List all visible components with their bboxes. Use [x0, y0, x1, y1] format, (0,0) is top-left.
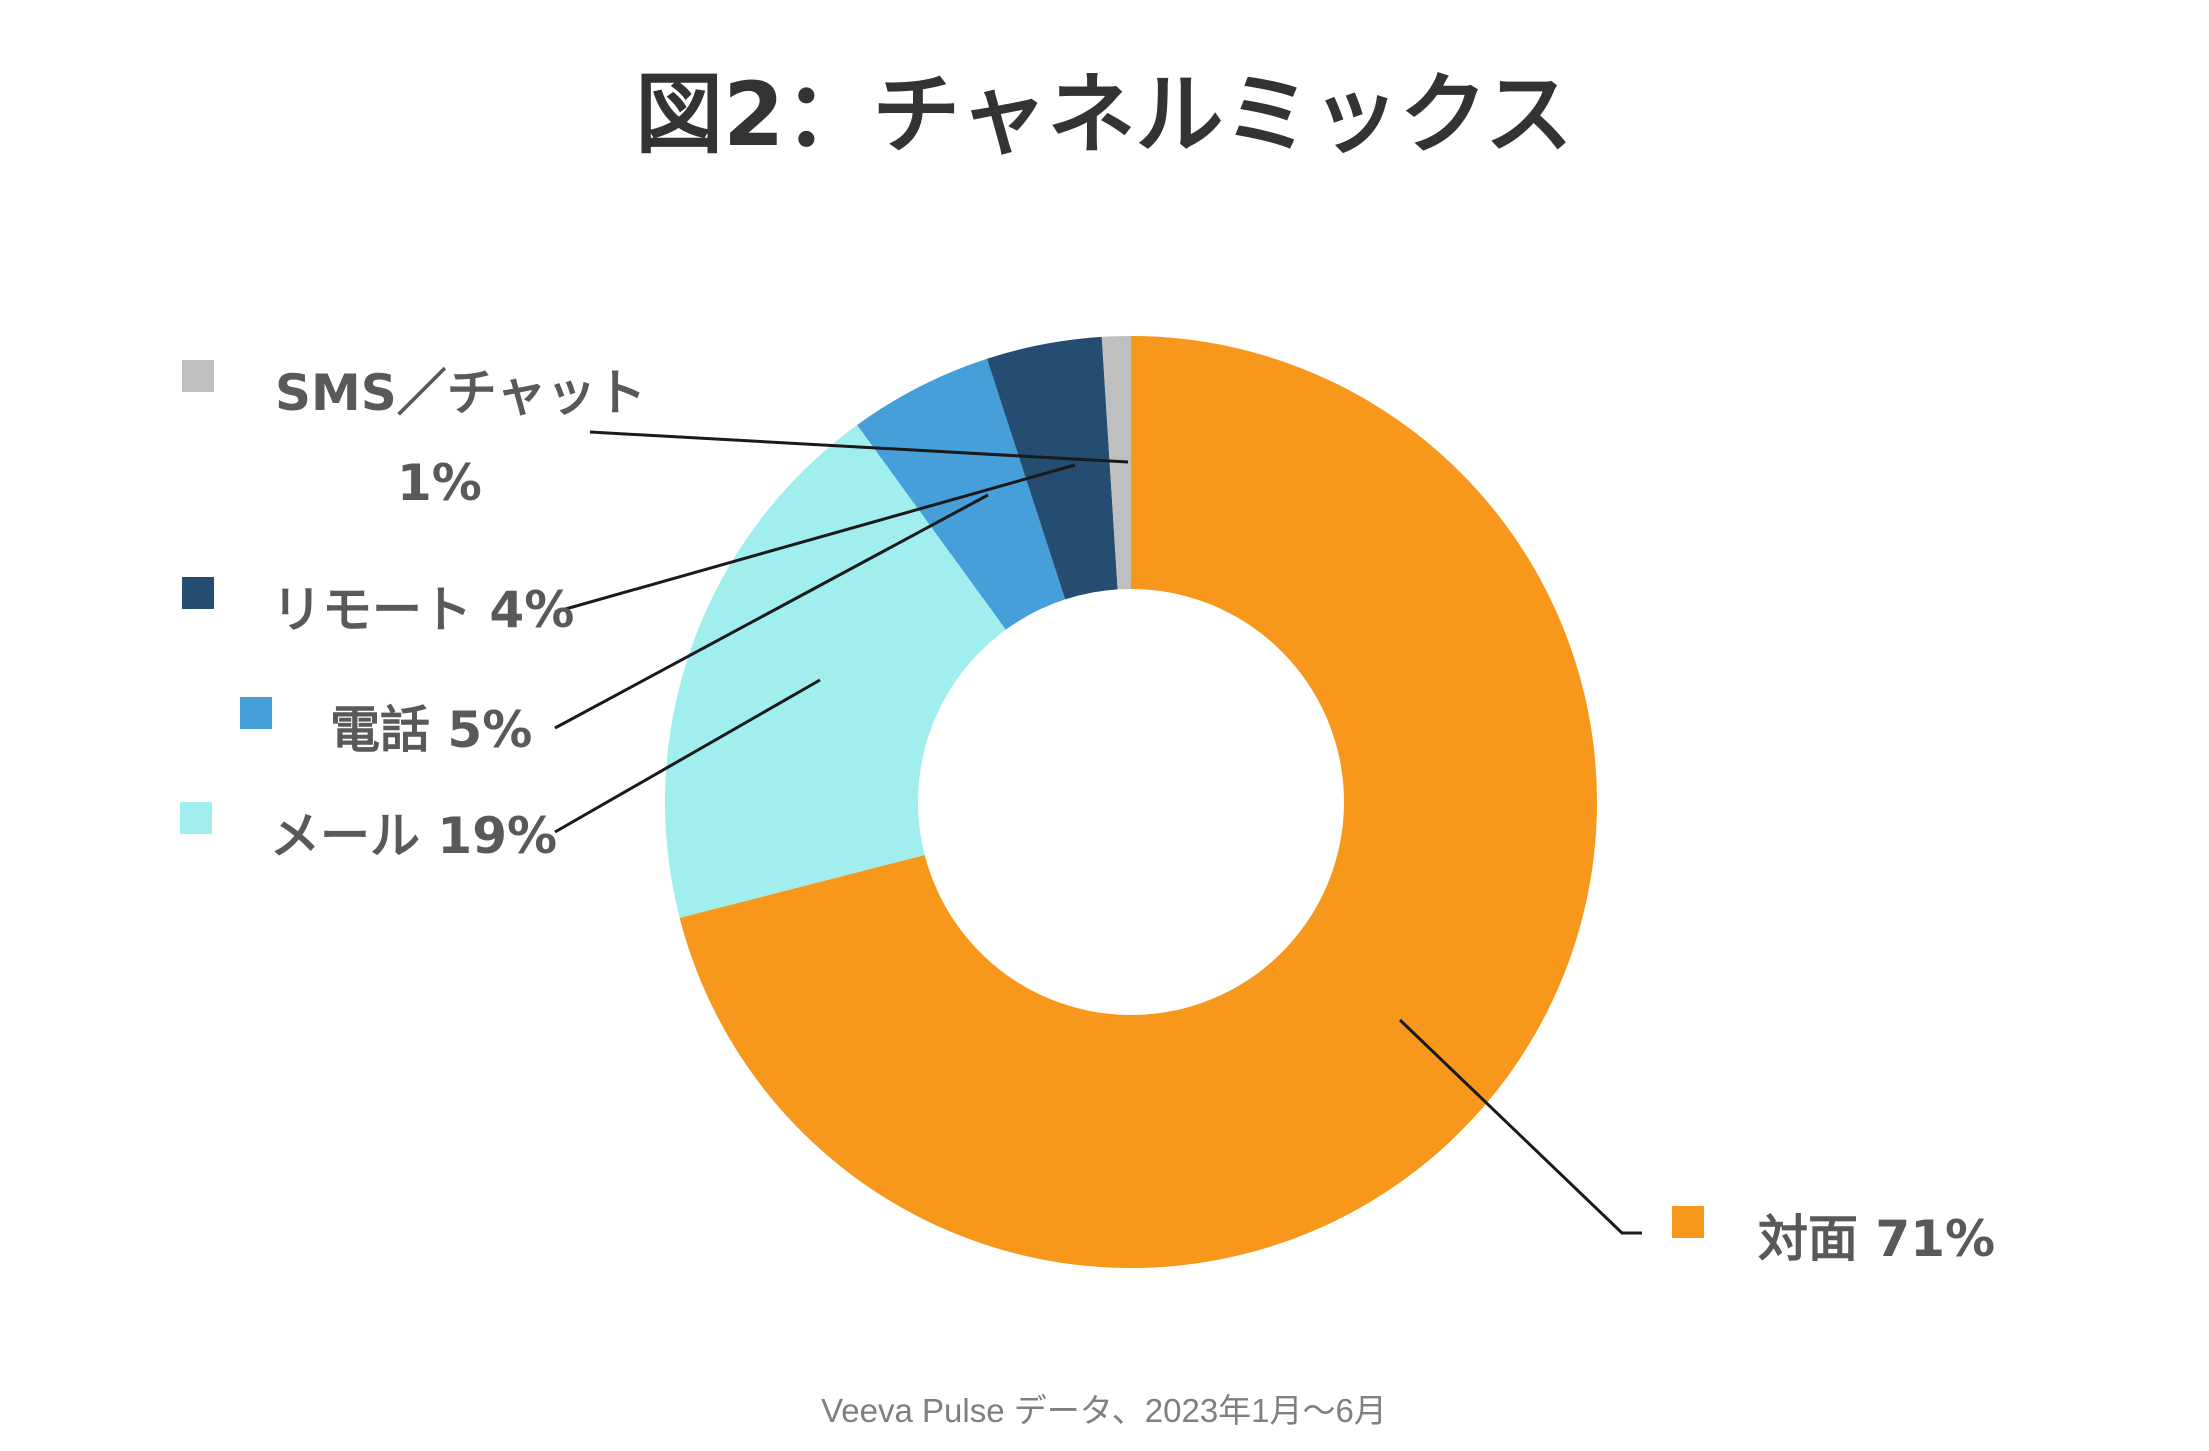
- donut-slices: [665, 336, 1597, 1268]
- leader-line-email: [554, 678, 821, 834]
- data-label-remote: リモート 4%: [272, 581, 574, 639]
- data-label-sms: SMS／チャット: [275, 364, 646, 422]
- data-label-phone: 電話 5%: [330, 701, 532, 759]
- leader-line-sms: [589, 430, 1129, 464]
- leader-line-remote: [554, 463, 1076, 614]
- chart-title: 図2：チャネルミックス: [635, 63, 1573, 166]
- leader-line-phone: [554, 493, 989, 730]
- source-note: Veeva Pulse データ、2023年1月～6月: [821, 1392, 1387, 1429]
- legend-swatch-email: [180, 802, 212, 834]
- slice-email: [665, 424, 1006, 918]
- data-label-email: メール 19%: [270, 807, 557, 865]
- slice-remote: [986, 336, 1118, 600]
- leader-lines: [554, 430, 1642, 1235]
- legend-swatch-in-person: [1672, 1206, 1704, 1238]
- slice-phone: [857, 358, 1066, 630]
- slice-in-person: [679, 336, 1597, 1268]
- data-label-in-person: 対面 71%: [1758, 1210, 1995, 1268]
- leader-line-in-person: [1398, 1018, 1642, 1235]
- legend-swatch-sms: [182, 360, 214, 392]
- legend-swatch-phone: [240, 697, 272, 729]
- legend-swatch-remote: [182, 577, 214, 609]
- data-label-sms-value: 1%: [397, 454, 482, 512]
